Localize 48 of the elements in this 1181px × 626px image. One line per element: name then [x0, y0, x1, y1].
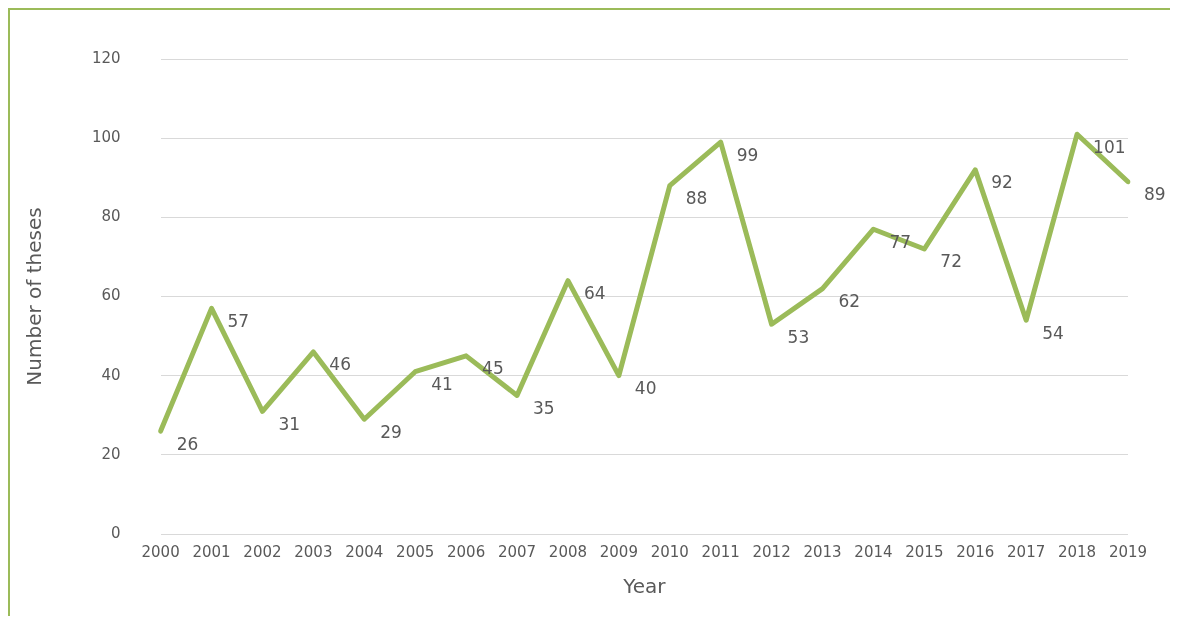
x-tick-label: 2018	[1057, 542, 1097, 561]
x-tick-label: 2003	[294, 542, 333, 561]
x-axis-title: Year	[622, 574, 667, 599]
x-tick-label: 2013	[803, 542, 842, 561]
data-label: 46	[329, 354, 352, 375]
y-tick-label: 60	[101, 286, 121, 305]
data-label: 53	[787, 326, 810, 347]
y-tick-label: 80	[101, 207, 121, 226]
x-tick-label: 2019	[1108, 542, 1148, 561]
x-tick-label: 2001	[192, 542, 231, 561]
y-tick-label: 0	[111, 523, 121, 542]
x-tick-label: 2006	[447, 542, 486, 561]
data-label: 101	[1093, 136, 1126, 157]
data-label: 31	[278, 413, 301, 434]
x-tick-label: 2011	[701, 542, 740, 561]
data-label: 54	[1042, 322, 1064, 343]
data-label: 29	[380, 421, 402, 442]
data-label: 41	[431, 374, 453, 395]
x-tick-label: 2015	[905, 542, 944, 561]
x-tick-label: 2017	[1007, 542, 1046, 561]
x-tick-label: 2010	[650, 542, 689, 561]
data-label: 89	[1144, 184, 1166, 205]
x-tick-label: 2016	[956, 542, 995, 561]
data-label: 40	[634, 378, 657, 399]
y-tick-label: 40	[101, 365, 121, 384]
y-axis-title: Number of theses	[22, 207, 47, 386]
data-label: 35	[533, 397, 555, 418]
x-tick-label: 2007	[497, 542, 537, 561]
x-tick-label: 2002	[243, 542, 282, 561]
data-label: 92	[991, 172, 1013, 193]
y-tick-label: 120	[91, 48, 121, 67]
x-tick-label: 2008	[548, 542, 588, 561]
data-label: 45	[482, 358, 504, 379]
data-label: 62	[838, 291, 861, 312]
data-label: 57	[227, 310, 250, 331]
x-tick-label: 2012	[752, 542, 791, 561]
data-label: 72	[940, 251, 962, 272]
y-tick-label: 100	[91, 128, 121, 147]
data-label: 88	[685, 188, 708, 209]
x-tick-label: 2000	[141, 542, 180, 561]
x-tick-label: 2005	[396, 542, 435, 561]
data-label: 64	[583, 283, 606, 304]
data-label: 26	[176, 433, 199, 454]
data-label: 99	[736, 144, 759, 165]
x-tick-label: 2004	[345, 542, 384, 561]
x-tick-label: 2014	[854, 542, 893, 561]
x-tick-label: 2009	[599, 542, 638, 561]
y-tick-label: 20	[101, 444, 121, 463]
